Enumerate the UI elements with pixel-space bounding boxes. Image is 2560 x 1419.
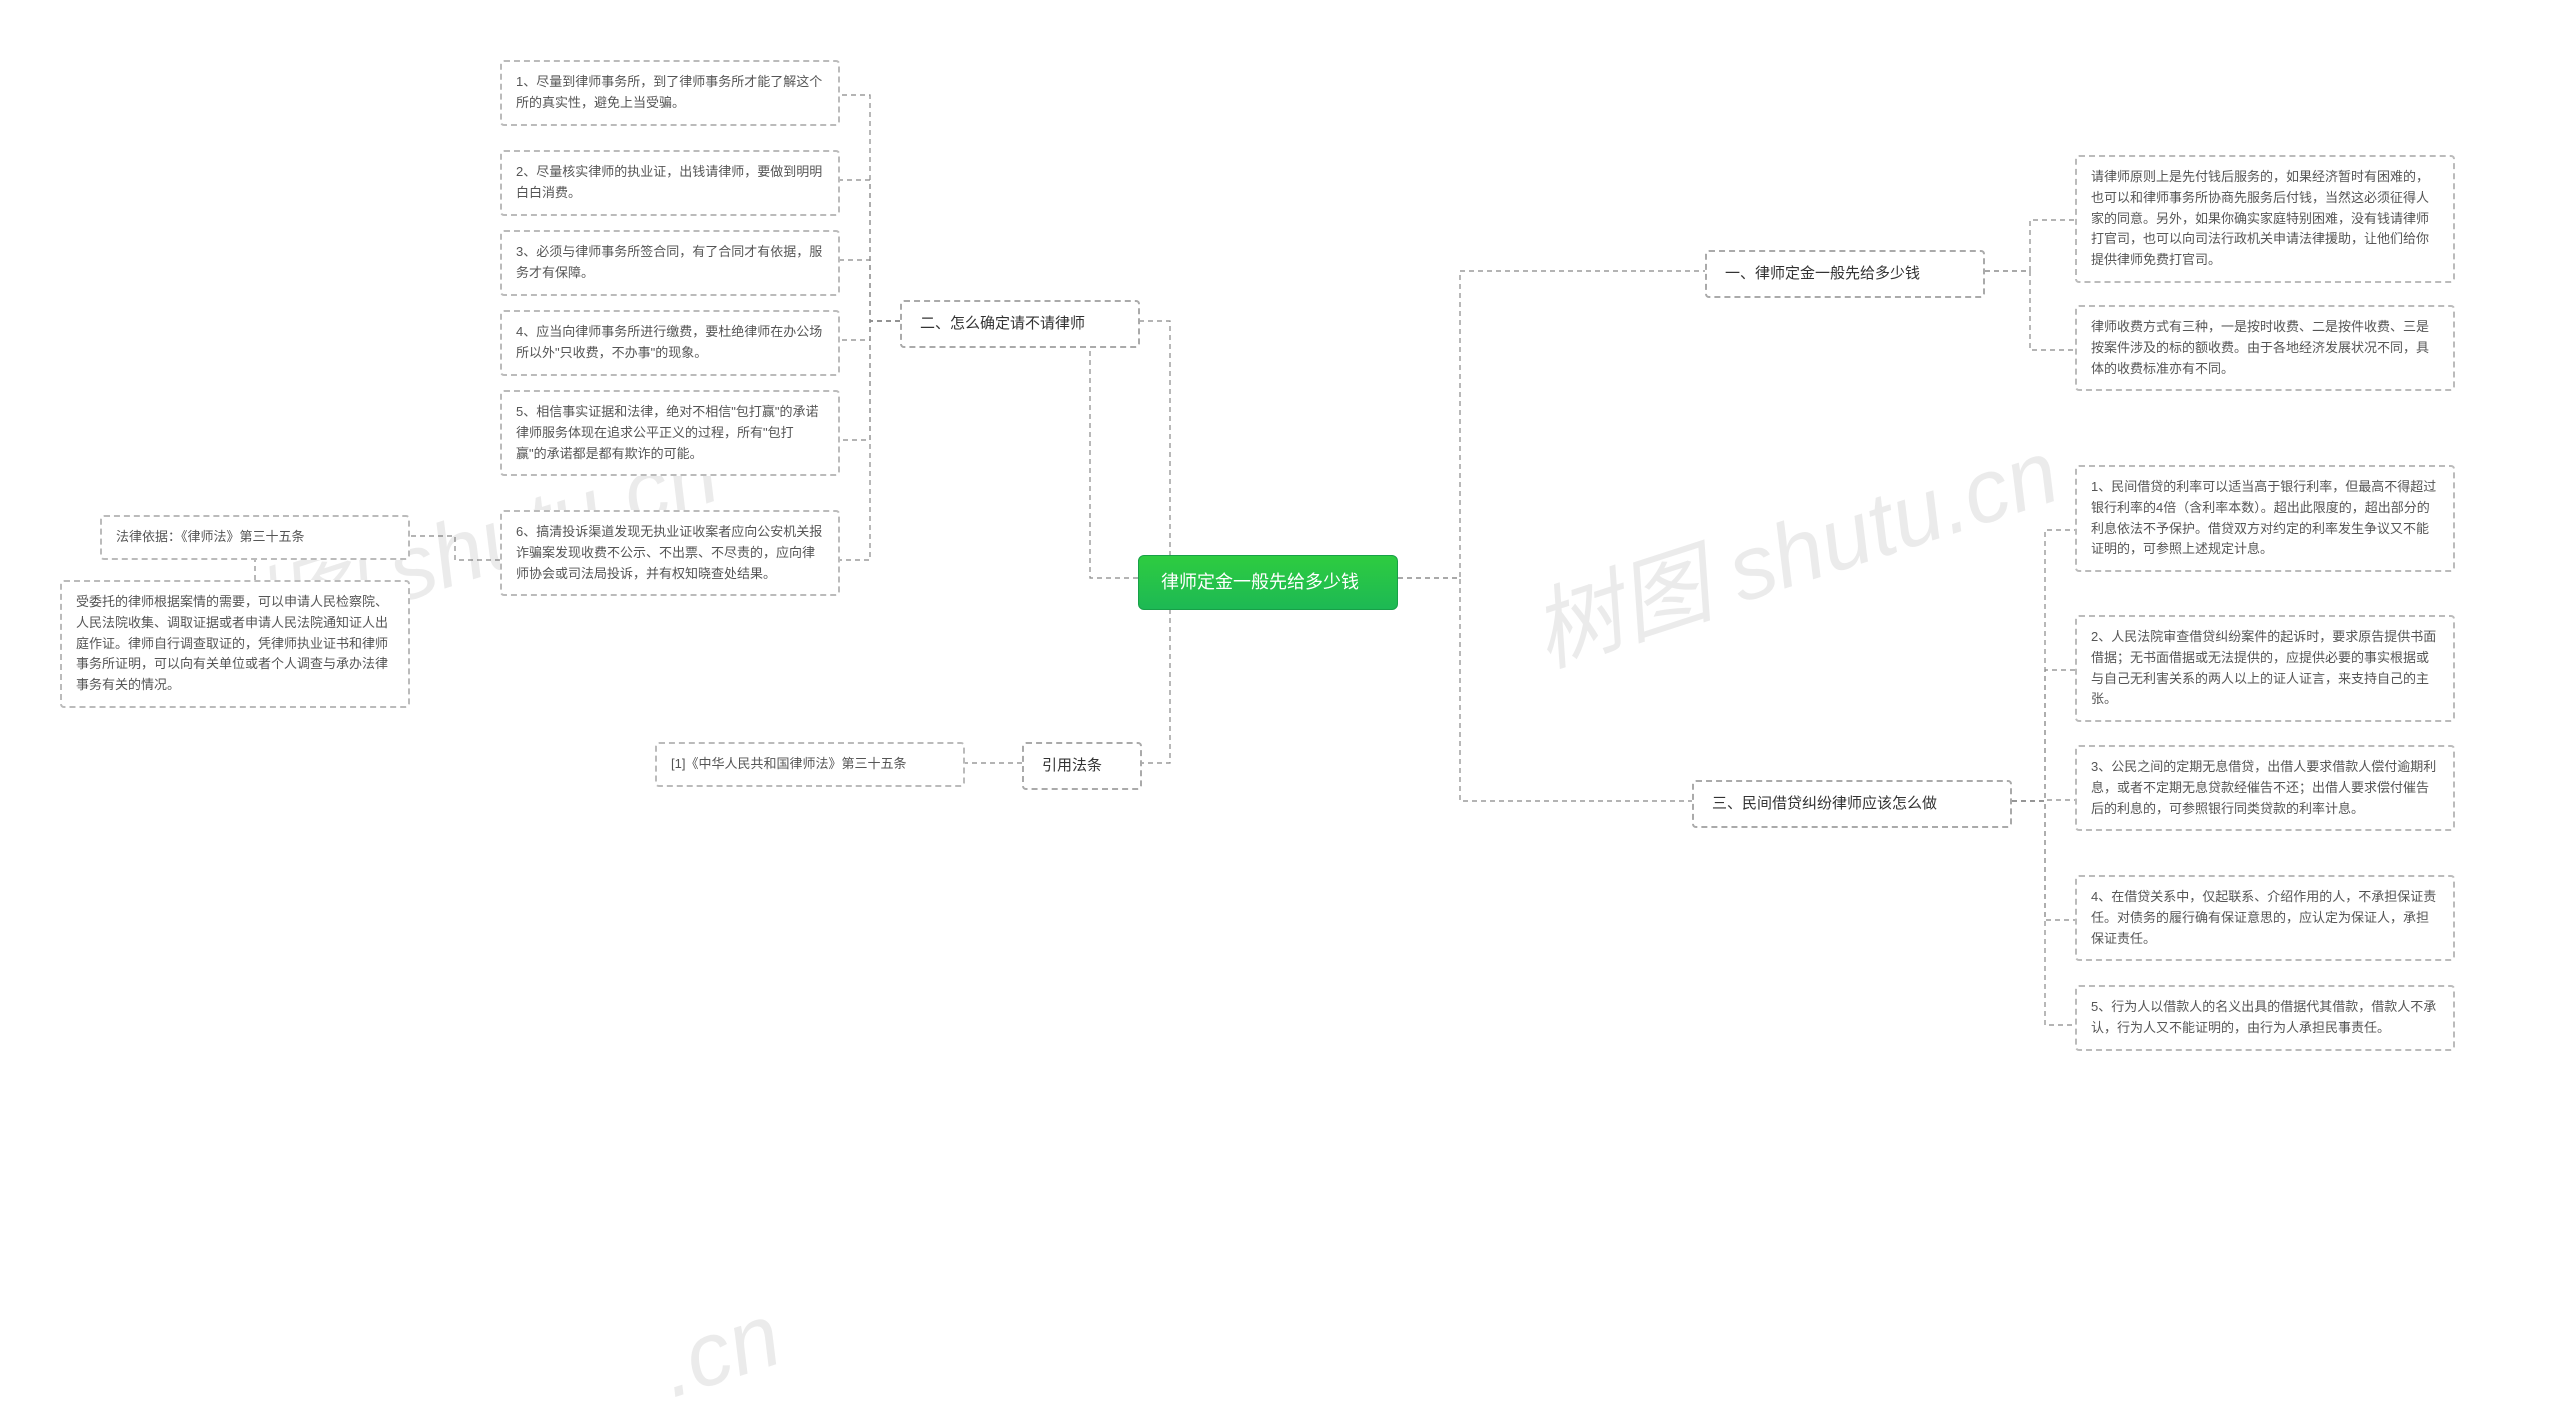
leaf-sub-1: 法律依据：《律师法》第三十五条 <box>100 515 410 560</box>
root-node: 律师定金一般先给多少钱 <box>1138 555 1398 610</box>
leaf-b2-5: 5、相信事实证据和法律，绝对不相信"包打赢"的承诺律师服务体现在追求公平正义的过… <box>500 390 840 476</box>
watermark-3: .cn <box>647 1284 793 1419</box>
leaf-b2-4: 4、应当向律师事务所进行缴费，要杜绝律师在办公场所以外"只收费，不办事"的现象。 <box>500 310 840 376</box>
leaf-b2-2: 2、尽量核实律师的执业证，出钱请律师，要做到明明白白消费。 <box>500 150 840 216</box>
leaf-b3-2: 2、人民法院审查借贷纠纷案件的起诉时，要求原告提供书面借据；无书面借据或无法提供… <box>2075 615 2455 722</box>
leaf-b2-1: 1、尽量到律师事务所，到了律师事务所才能了解这个所的真实性，避免上当受骗。 <box>500 60 840 126</box>
leaf-b2-3: 3、必须与律师事务所签合同，有了合同才有依据，服务才有保障。 <box>500 230 840 296</box>
leaf-b3-5: 5、行为人以借款人的名义出具的借据代其借款，借款人不承认，行为人又不能证明的，由… <box>2075 985 2455 1051</box>
leaf-b3-1: 1、民间借贷的利率可以适当高于银行利率，但最高不得超过银行利率的4倍（含利率本数… <box>2075 465 2455 572</box>
branch-1: 一、律师定金一般先给多少钱 <box>1705 250 1985 298</box>
leaf-b2-6: 6、搞清投诉渠道发现无执业证收案者应向公安机关报诈骗案发现收费不公示、不出票、不… <box>500 510 840 596</box>
leaf-b4-1: [1]《中华人民共和国律师法》第三十五条 <box>655 742 965 787</box>
leaf-b1-2: 律师收费方式有三种，一是按时收费、二是按件收费、三是按案件涉及的标的额收费。由于… <box>2075 305 2455 391</box>
branch-3: 三、民间借贷纠纷律师应该怎么做 <box>1692 780 2012 828</box>
leaf-b1-1: 请律师原则上是先付钱后服务的，如果经济暂时有困难的，也可以和律师事务所协商先服务… <box>2075 155 2455 283</box>
leaf-b3-4: 4、在借贷关系中，仅起联系、介绍作用的人，不承担保证责任。对债务的履行确有保证意… <box>2075 875 2455 961</box>
branch-2: 二、怎么确定请不请律师 <box>900 300 1140 348</box>
branch-4: 引用法条 <box>1022 742 1142 790</box>
leaf-sub-2: 受委托的律师根据案情的需要，可以申请人民检察院、人民法院收集、调取证据或者申请人… <box>60 580 410 708</box>
watermark-2: 树图 shutu.cn <box>1513 399 2072 691</box>
leaf-b3-3: 3、公民之间的定期无息借贷，出借人要求借款人偿付逾期利息，或者不定期无息贷款经催… <box>2075 745 2455 831</box>
